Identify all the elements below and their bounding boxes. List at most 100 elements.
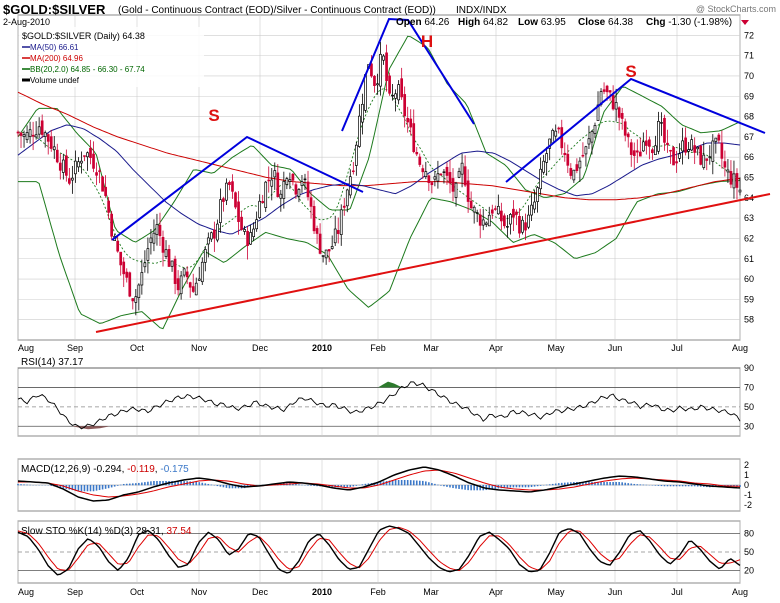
candle-body [490,209,494,214]
macd-histogram-bar [467,485,469,491]
candle-body [690,139,694,151]
candle-body [71,177,74,181]
macd-histogram-bar [379,481,382,486]
macd-histogram-bar [458,485,460,489]
macd-histogram-bar [434,483,436,486]
macd-histogram-bar [524,485,527,488]
candle-body [657,121,660,152]
macd-histogram-bar [86,485,89,492]
macd-tick-label: -1 [744,490,752,500]
candle-body [364,74,367,111]
candle-body [170,260,174,267]
candle-body [672,147,675,166]
candle-body [179,275,183,295]
sto-d-line [17,526,741,572]
candle-body [669,149,672,152]
candle-body [255,219,259,230]
rsi-title: RSI(14) 37.17 [21,357,84,368]
candle-body [191,286,195,292]
candle-body [524,222,527,231]
candle-body [234,192,237,208]
macd-histogram-bar [231,485,234,489]
candle-body [194,282,198,296]
candle-body [626,133,630,138]
macd-histogram-bar [594,482,596,486]
candle-body [572,169,576,181]
candle-body [388,75,391,94]
candle-body [726,169,730,173]
candle-body [605,85,609,93]
macd-histogram-bar [400,480,403,486]
macd-histogram-bar [406,480,409,486]
legend-entry: MA(50) 66.61 [30,43,79,52]
macd-histogram-bar [313,485,315,486]
macd-histogram-bar [491,485,494,490]
macd-histogram-bar [600,482,602,486]
macd-histogram-bar [618,482,620,486]
candle-body [321,255,325,257]
candle-body [361,103,364,123]
macd-histogram-bar [144,482,146,486]
macd-histogram-bar [201,482,204,486]
candle-body [457,171,461,178]
candle-body [264,181,268,208]
quote-date: 2-Aug-2010 [3,17,50,27]
candle-body [22,134,26,137]
macd-histogram-bar [518,485,521,488]
macd-histogram-bar [222,485,225,488]
y-tick-label: 67 [744,132,754,142]
candle-body [651,149,654,154]
candle-body [578,160,582,169]
quote-low: Low 63.95 [518,17,566,28]
y-tick-label: 65 [744,173,754,183]
macd-histogram-bar [340,485,343,488]
candle-body [64,155,68,176]
macd-histogram-bar [539,485,542,486]
macd-histogram-bar [681,485,684,487]
macd-histogram-bar [204,483,207,486]
candle-body [152,232,156,244]
candle-body [83,155,86,157]
candle-body [720,142,724,159]
legend-box [19,27,204,87]
macd-histogram-bar [131,483,134,486]
macd-histogram-bar [633,483,636,486]
macd-histogram-bar [485,485,488,491]
candle-body [122,261,126,275]
macd-histogram-bar [394,480,397,486]
macd-histogram-bar [606,482,608,486]
macd-histogram-bar [512,485,515,488]
macd-histogram-bar [455,485,457,489]
legend-entry: Volume undef [30,76,80,85]
candle-body [104,186,107,196]
x-tick-label: Aug [18,343,34,353]
candle-body [225,182,228,201]
candle-body [134,296,138,303]
candle-body [702,154,706,168]
macd-histogram-bar [210,484,213,486]
macd-histogram-bar [585,482,587,486]
candle-body [554,130,558,137]
candle-body [37,126,41,135]
macd-histogram-bar [567,482,569,486]
quote-chg: Chg -1.30 (-1.98%) [646,17,732,28]
watermark: @ StockCharts.com [696,4,776,14]
candle-body [92,153,95,169]
candle-body [503,215,506,227]
macd-histogram-bar [678,485,681,487]
candle-body [98,170,101,172]
candle-body [427,175,431,184]
candle-body [68,178,71,184]
candle-body [131,298,135,302]
sto-tick-label: 50 [744,547,754,557]
candle-body [602,89,606,92]
macd-histogram-bar [551,483,554,486]
candle-body [318,233,322,254]
macd-tick-label: -2 [744,500,752,510]
macd-histogram-bar [470,485,472,491]
candle-body [376,83,379,86]
macd-histogram-bar [696,485,699,487]
candle-body [711,140,715,162]
macd-histogram-bar [509,485,512,488]
macd-histogram-bar [141,482,143,486]
